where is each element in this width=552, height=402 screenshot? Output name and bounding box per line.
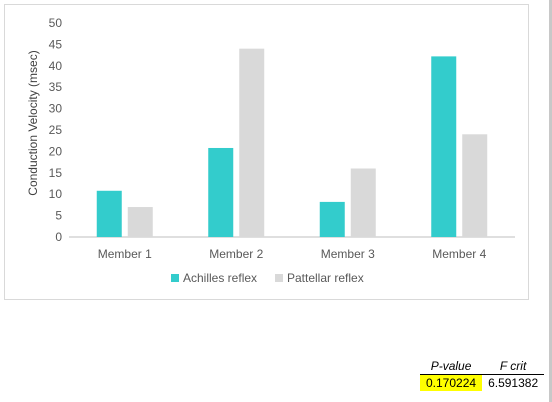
f-crit-cell: 6.591382	[488, 376, 539, 390]
legend-label: Pattellar reflex	[287, 271, 364, 285]
bar-achilles-reflex	[431, 56, 457, 237]
bar-achilles-reflex	[96, 190, 122, 237]
x-tick-label: Member 2	[209, 247, 263, 261]
f-crit-header: F crit	[482, 358, 545, 375]
bar-achilles-reflex	[319, 201, 345, 237]
p-value-cell: 0.170224	[420, 374, 483, 391]
y-tick-label: 0	[55, 230, 62, 244]
bar-achilles-reflex	[208, 147, 234, 237]
x-tick-label: Member 1	[98, 247, 152, 261]
y-axis-title: Conduction Velocity (msec)	[26, 50, 40, 195]
bar-pattellar-reflex	[239, 48, 265, 238]
bar-pattellar-reflex	[350, 168, 376, 237]
p-value-header: P-value	[420, 358, 483, 375]
bars	[96, 48, 488, 238]
bar-pattellar-reflex	[127, 207, 153, 237]
legend: Achilles reflex Pattellar reflex	[171, 271, 364, 285]
y-tick-label: 10	[49, 187, 63, 201]
bar-chart: 0 5 10 15 20 25 30 35 40 45 50 Conduction Velocity…	[26, 16, 515, 285]
y-tick-label: 15	[49, 166, 63, 180]
x-axis-ticks: Member 1 Member 2 Member 3 Member 4	[98, 247, 487, 261]
legend-label: Achilles reflex	[183, 271, 257, 285]
y-tick-label: 30	[49, 102, 63, 116]
window-edge	[549, 0, 552, 402]
y-tick-label: 5	[55, 209, 62, 223]
y-tick-label: 35	[49, 80, 63, 94]
stats-table: P-value F crit 0.170224 6.591382	[420, 358, 545, 391]
x-tick-label: Member 3	[321, 247, 375, 261]
legend-swatch	[275, 274, 283, 282]
y-tick-label: 40	[49, 59, 63, 73]
y-tick-label: 20	[49, 144, 63, 158]
y-tick-label: 25	[49, 123, 63, 137]
y-axis-ticks: 0 5 10 15 20 25 30 35 40 45 50	[49, 16, 63, 244]
y-tick-label: 50	[49, 16, 63, 30]
y-tick-label: 45	[49, 37, 63, 51]
chart-frame: 0 5 10 15 20 25 30 35 40 45 50 Conduction Velocity…	[4, 4, 529, 300]
bar-pattellar-reflex	[462, 134, 488, 237]
legend-swatch	[171, 274, 179, 282]
x-tick-label: Member 4	[432, 247, 486, 261]
